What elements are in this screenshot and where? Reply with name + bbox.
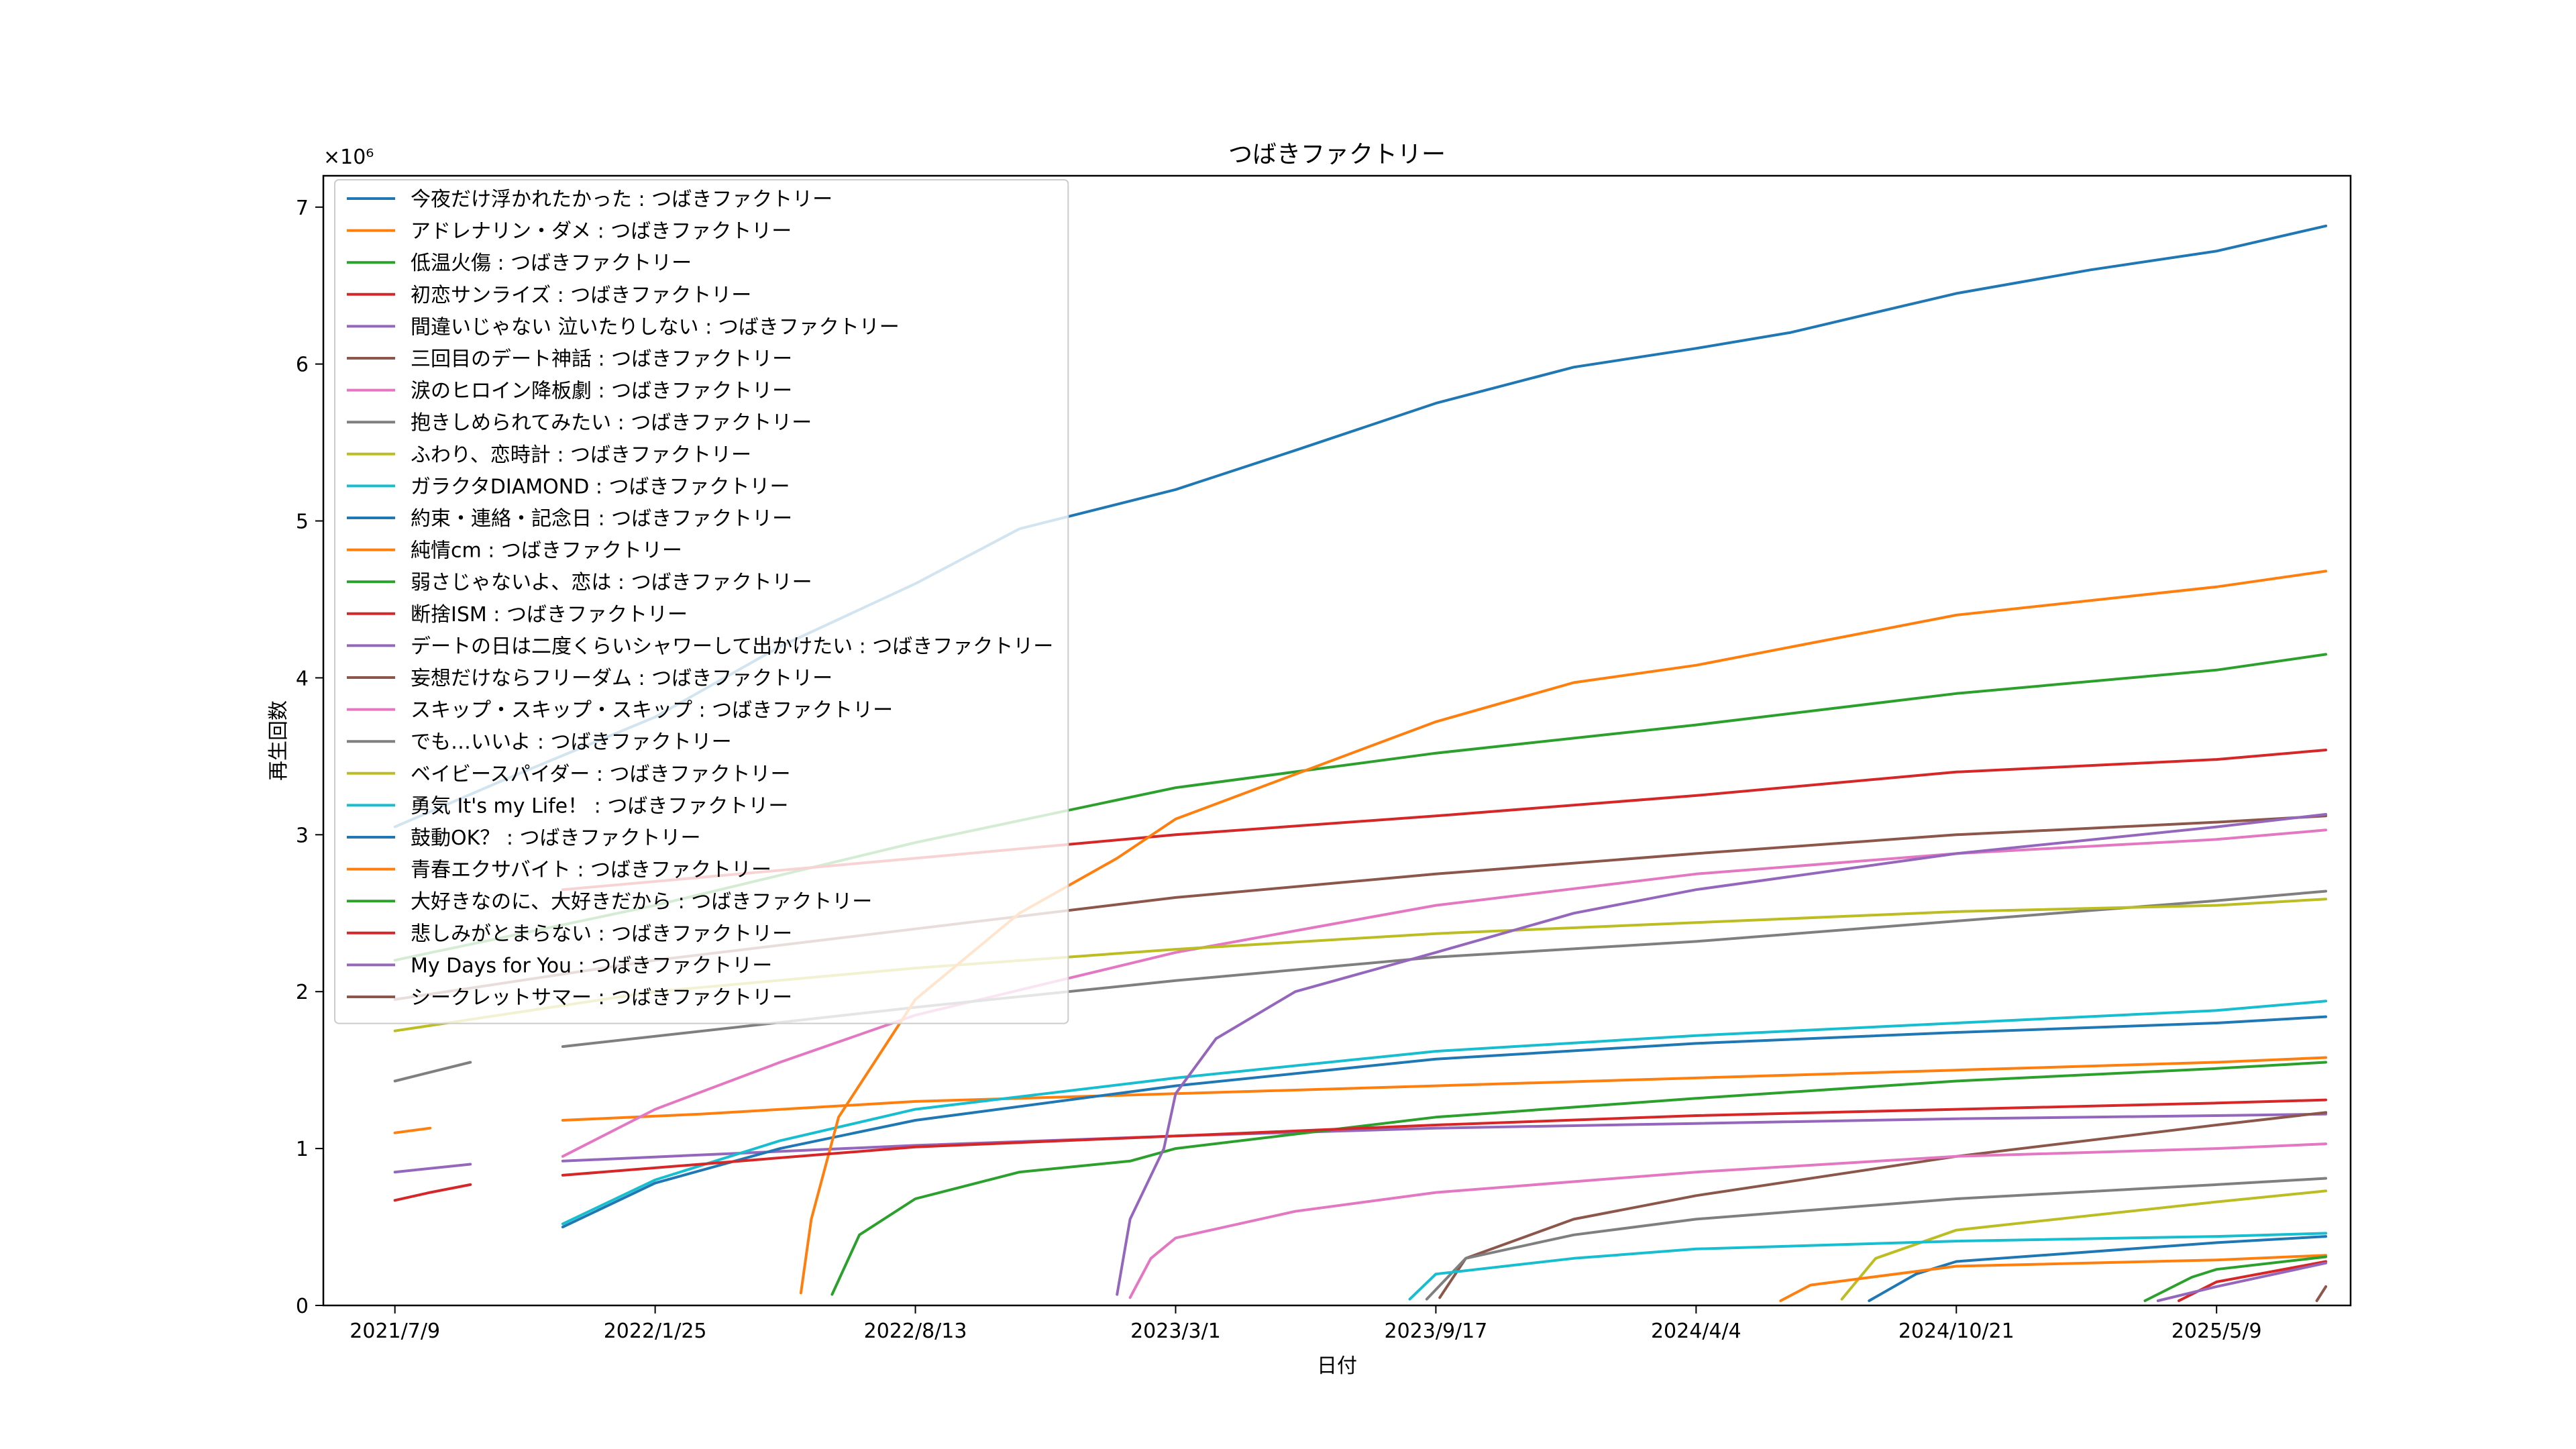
x-tick-label: 2024/10/21 — [1898, 1320, 2015, 1343]
legend-entry-label: スキップ・スキップ・スキップ : つばきファクトリー — [411, 699, 893, 722]
legend-entry-label: 純情cm : つばきファクトリー — [411, 539, 682, 563]
x-tick-label: 2023/9/17 — [1385, 1320, 1488, 1343]
legend-entry-label: 初恋サンライズ : つばきファクトリー — [411, 284, 751, 307]
legend-entry-label: ふわり、恋時計 : つばきファクトリー — [411, 443, 751, 467]
series-line — [2178, 1260, 2328, 1302]
legend-entry-label: 大好きなのに、大好きだから : つばきファクトリー — [411, 890, 872, 914]
x-axis-label: 日付 — [1317, 1354, 1357, 1378]
series-line — [1425, 1177, 2328, 1301]
legend-entry-label: ベイビースパイダー : つばきファクトリー — [411, 763, 790, 786]
legend-entry-label: 青春エクサバイト : つばきファクトリー — [411, 859, 771, 882]
y-tick-label: 6 — [296, 354, 309, 377]
legend-entry-label: でも…いいよ : つばきファクトリー — [411, 731, 732, 754]
series-line — [2315, 1285, 2328, 1302]
x-tick-label: 2024/4/4 — [1651, 1320, 1741, 1343]
y-tick-label: 2 — [296, 981, 309, 1004]
x-tick-label: 2022/8/13 — [864, 1320, 967, 1343]
series-line — [830, 1061, 2328, 1296]
y-tick-label: 7 — [296, 197, 309, 220]
series-line — [561, 828, 2328, 1158]
y-tick-label: 1 — [296, 1138, 309, 1161]
legend-entry-label: シークレットサマー : つばきファクトリー — [411, 986, 792, 1010]
y-multiplier-label: ×10⁶ — [323, 146, 374, 169]
legend-entry-label: 妄想だけならフリーダム : つばきファクトリー — [411, 667, 833, 690]
x-tick-label: 2021/7/9 — [350, 1320, 440, 1343]
legend-entry-label: 勇気 It's my Life！ : つばきファクトリー — [411, 794, 788, 818]
legend-entry-label: 抱きしめられてみたい : つばきファクトリー — [411, 411, 812, 435]
legend-entry-label: 悲しみがとまらない : つばきファクトリー — [411, 922, 792, 946]
series-line — [1840, 1189, 2328, 1301]
series-line — [799, 570, 2328, 1295]
legend-entry-label: デートの日は二度くらいシャワーして出かけたい : つばきファクトリー — [411, 635, 1053, 658]
legend-box — [334, 179, 1069, 1024]
chart-title: つばきファクトリー — [1228, 141, 1446, 168]
x-tick-label: 2022/1/25 — [604, 1320, 707, 1343]
series-line — [1408, 1232, 2328, 1301]
series-line — [2143, 1255, 2328, 1302]
y-tick-label: 3 — [296, 824, 309, 847]
x-axis: 2021/7/9 2022/1/25 2022/8/13 2023/3/1 2023/9… — [350, 1305, 2262, 1343]
legend-entry-label: 断捨ISM : つばきファクトリー — [411, 603, 688, 627]
y-tick-label: 4 — [296, 667, 309, 690]
legend-entry-label: 今夜だけ浮かれたかった : つばきファクトリー — [411, 188, 833, 211]
series-line — [393, 1056, 2328, 1134]
y-axis-label: 再生回数 — [267, 700, 290, 781]
legend-entry-label: アドレナリン・ダメ : つばきファクトリー — [411, 220, 792, 244]
legend-entry-label: 約束・連絡・記念日 : つばきファクトリー — [411, 507, 792, 531]
legend-entry-label: 鼓動OK？ : つばきファクトリー — [411, 826, 700, 850]
series-line — [561, 1015, 2328, 1229]
legend-entry-label: 間違いじゃない 泣いたりしない : つばきファクトリー — [411, 315, 900, 339]
y-axis: 0 1 2 3 4 5 6 7 — [296, 197, 323, 1318]
y-tick-label: 0 — [296, 1295, 309, 1318]
legend-entry-label: 三回目のデート神話 : つばきファクトリー — [411, 347, 792, 371]
series-line — [1128, 1142, 2328, 1299]
legend-entry-label: ガラクタDIAMOND : つばきファクトリー — [411, 475, 790, 498]
series-line — [1116, 812, 2328, 1296]
plot-frame — [322, 174, 2352, 1307]
series-line — [1779, 1254, 2328, 1302]
x-tick-label: 2023/3/1 — [1130, 1320, 1221, 1343]
series-line — [561, 1098, 2328, 1177]
series-line — [561, 1000, 2328, 1226]
legend-entry-label: 弱さじゃないよ、恋は : つばきファクトリー — [411, 571, 812, 594]
legend-entry-label: 涙のヒロイン降板劇 : つばきファクトリー — [411, 380, 792, 403]
series-line — [2156, 1261, 2328, 1302]
legend-entry-label: My Days for You : つばきファクトリー — [411, 954, 772, 977]
legend-entry-label: 低温火傷 : つばきファクトリー — [411, 252, 692, 275]
x-tick-label: 2025/5/9 — [2171, 1320, 2262, 1343]
y-tick-label: 5 — [296, 511, 309, 534]
series-line — [1868, 1235, 2328, 1302]
